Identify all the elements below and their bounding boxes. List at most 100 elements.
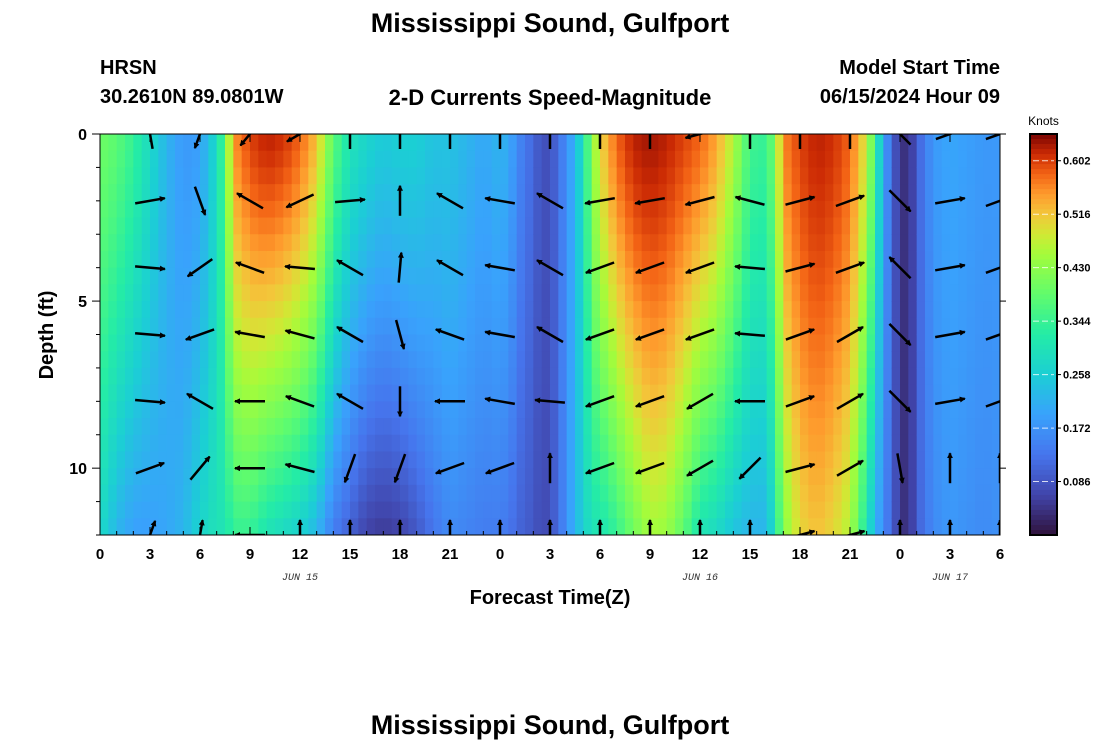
heatmap-cell: [108, 217, 118, 235]
heatmap-cell: [566, 284, 576, 302]
heatmap-cell: [591, 267, 601, 285]
y-tick-label: 0: [78, 127, 87, 144]
heatmap-cell: [558, 167, 568, 185]
heatmap-cell: [533, 150, 543, 169]
heatmap-cell: [983, 167, 993, 185]
heatmap-cell: [891, 301, 901, 319]
heatmap-cell: [800, 434, 809, 453]
current-vector-arrow: [934, 396, 966, 406]
current-vector-arrow: [343, 453, 357, 484]
heatmap-cell: [316, 284, 326, 302]
heatmap-cell: [225, 518, 234, 535]
heatmap-cell: [791, 200, 801, 219]
heatmap-cell: [466, 384, 476, 402]
heatmap-cell: [775, 167, 784, 185]
heatmap-cell: [316, 334, 326, 352]
heatmap-cell: [900, 317, 909, 336]
heatmap-cell: [441, 184, 451, 202]
heatmap-cell: [216, 184, 226, 202]
colorbar-swatch: [1030, 424, 1057, 431]
heatmap-cell: [133, 317, 143, 336]
heatmap-cell: [625, 150, 634, 169]
heatmap-cell: [166, 484, 176, 503]
heatmap-cell: [700, 434, 709, 453]
heatmap-cell: [216, 401, 226, 419]
heatmap-cell: [825, 234, 834, 252]
heatmap-cell: [258, 301, 268, 319]
heatmap-cell: [950, 134, 959, 152]
heatmap-cell: [591, 401, 601, 419]
heatmap-cell: [125, 301, 134, 319]
heatmap-cell: [475, 250, 484, 269]
heatmap-cell: [800, 501, 809, 519]
heatmap-cell: [608, 150, 618, 169]
heatmap-cell: [633, 317, 643, 336]
heatmap-cell: [783, 167, 793, 185]
heatmap-cell: [166, 184, 176, 202]
heatmap-cell: [466, 184, 476, 202]
heatmap-cell: [875, 167, 884, 185]
heatmap-cell: [375, 434, 384, 453]
heatmap-cell: [100, 317, 109, 336]
heatmap-cell: [500, 234, 509, 252]
heatmap-cell: [766, 418, 776, 436]
heatmap-cell: [966, 351, 976, 369]
heatmap-cell: [533, 334, 543, 352]
colorbar-swatch: [1030, 299, 1057, 306]
heatmap-cell: [691, 351, 701, 369]
heatmap-cell: [116, 167, 126, 185]
heatmap-cell: [958, 468, 968, 486]
heatmap-cell: [683, 351, 693, 369]
heatmap-cell: [325, 217, 334, 235]
heatmap-cell: [333, 351, 343, 369]
heatmap-cell: [750, 434, 759, 453]
heatmap-cell: [841, 267, 851, 285]
heatmap-cell: [591, 301, 601, 319]
heatmap-cell: [375, 267, 384, 285]
heatmap-cell: [825, 317, 834, 336]
colorbar-tick-label: 0.086: [1063, 477, 1091, 489]
heatmap-cell: [483, 301, 493, 319]
heatmap-cell: [275, 384, 284, 402]
colorbar-swatch: [1030, 189, 1057, 195]
heatmap-cell: [708, 418, 718, 436]
heatmap-cell: [491, 401, 501, 419]
heatmap-cell: [241, 518, 251, 535]
heatmap-cell: [266, 367, 276, 386]
heatmap-cell: [975, 317, 984, 336]
heatmap-cell: [725, 200, 734, 219]
heatmap-cell: [116, 401, 126, 419]
heatmap-cell: [225, 418, 234, 436]
x-tick-label: 0: [96, 546, 104, 563]
heatmap-cell: [108, 468, 118, 486]
heatmap-cell: [508, 234, 518, 252]
heatmap-cell: [408, 484, 418, 503]
heatmap-cell: [991, 334, 1000, 352]
heatmap-cell: [408, 284, 418, 302]
heatmap-cell: [258, 451, 268, 469]
heatmap-cell: [233, 451, 243, 469]
heatmap-cell: [808, 434, 818, 453]
heatmap-cell: [841, 317, 851, 336]
heatmap-cell: [350, 301, 359, 319]
heatmap-cell: [450, 367, 459, 386]
heatmap-cell: [191, 234, 201, 252]
heatmap-cell: [508, 451, 518, 469]
heatmap-cell: [250, 167, 259, 185]
heatmap-cell: [208, 501, 218, 519]
current-vector-arrow: [584, 395, 615, 408]
heatmap-cell: [441, 367, 451, 386]
heatmap-cell: [816, 184, 826, 202]
heatmap-cell: [100, 167, 109, 185]
heatmap-cell: [191, 468, 201, 486]
current-vector-arrow: [686, 392, 714, 410]
heatmap-cell: [108, 367, 118, 386]
heatmap-cell: [541, 234, 551, 252]
heatmap-cell: [166, 351, 176, 369]
heatmap-cell: [483, 367, 493, 386]
heatmap-cell: [816, 501, 826, 519]
colorbar-swatch: [1030, 399, 1057, 406]
heatmap-cell: [641, 150, 651, 169]
heatmap-cell: [858, 418, 868, 436]
